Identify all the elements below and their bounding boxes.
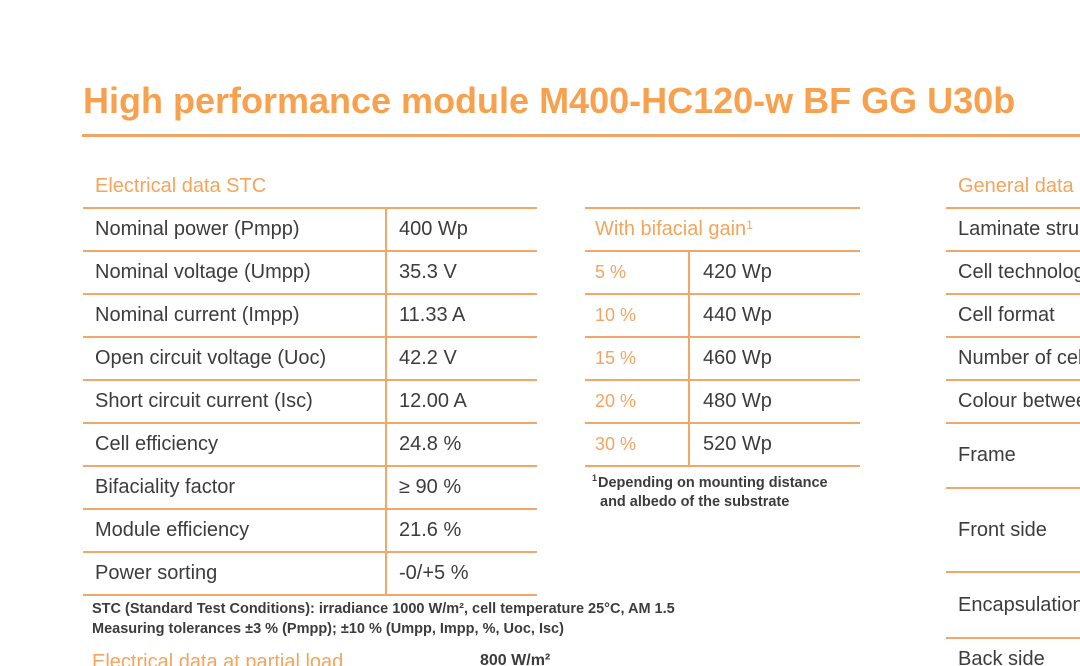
stc-note-line1: STC (Standard Test Conditions): irradian… xyxy=(92,601,675,617)
section-heading-bifacial-gain: With bifacial gain 1 xyxy=(585,209,753,250)
row-value: 520 Wp xyxy=(688,424,860,465)
row-value: 460 Wp xyxy=(688,338,860,379)
row-label: Short circuit current (Isc) xyxy=(95,390,313,412)
table-row: Frame xyxy=(946,424,1080,489)
row-value: 400 Wp xyxy=(385,209,537,250)
row-label: Number of cells xyxy=(958,347,1080,369)
row-value: ≥ 90 % xyxy=(385,467,537,508)
table-row: Nominal voltage (Umpp) 35.3 V xyxy=(83,252,537,295)
electrical-stc-table: Nominal power (Pmpp) 400 Wp Nominal volt… xyxy=(83,207,537,596)
row-label: 30 % xyxy=(595,434,637,454)
table-row: With bifacial gain 1 xyxy=(585,209,860,252)
footnote-marker: 1 xyxy=(746,218,753,232)
bifacial-gain-table: With bifacial gain 1 5 % 420 Wp 10 % 440 … xyxy=(585,207,860,467)
table-row: 30 % 520 Wp xyxy=(585,424,860,467)
row-label: Encapsulation xyxy=(958,593,1080,616)
row-label: Colour between cells xyxy=(958,390,1080,412)
partial-load-irradiance: 800 W/m² xyxy=(480,652,551,666)
row-label: 15 % xyxy=(595,348,637,368)
table-row: Back side xyxy=(946,639,1080,666)
table-row: Laminate structure xyxy=(946,209,1080,252)
row-label: 10 % xyxy=(595,305,637,325)
table-row: 5 % 420 Wp xyxy=(585,252,860,295)
bifacial-gain-footnote: 1Depending on mounting distance and albe… xyxy=(592,469,828,512)
table-row: Power sorting -0/+5 % xyxy=(83,553,537,596)
row-value: 21.6 % xyxy=(385,510,537,551)
row-label: Cell format xyxy=(958,304,1055,326)
table-row: Bifaciality factor ≥ 90 % xyxy=(83,467,537,510)
table-row: Nominal current (Impp) 11.33 A xyxy=(83,295,537,338)
row-value: 12.00 A xyxy=(385,381,537,422)
stc-note-line2: Measuring tolerances ±3 % (Pmpp); ±10 % … xyxy=(92,621,564,637)
table-row: Open circuit voltage (Uoc) 42.2 V xyxy=(83,338,537,381)
row-label: Open circuit voltage (Uoc) xyxy=(95,347,327,369)
footnote-line2: and albedo of the substrate xyxy=(600,493,790,510)
table-row: Nominal power (Pmpp) 400 Wp xyxy=(83,209,537,252)
section-heading-general-data: General data xyxy=(958,175,1074,197)
row-label: Frame xyxy=(958,444,1016,466)
table-row: 10 % 440 Wp xyxy=(585,295,860,338)
table-row: Module efficiency 21.6 % xyxy=(83,510,537,553)
row-label: Cell efficiency xyxy=(95,433,219,455)
row-value: 420 Wp xyxy=(688,252,860,293)
row-label: Laminate structure xyxy=(958,218,1080,240)
title-divider xyxy=(82,134,1080,137)
section-heading-electrical-stc: Electrical data STC xyxy=(95,175,267,197)
table-row: 20 % 480 Wp xyxy=(585,381,860,424)
row-value: 42.2 V xyxy=(385,338,537,379)
row-value: -0/+5 % xyxy=(385,553,537,594)
row-label: Nominal current (Impp) xyxy=(95,304,300,326)
row-label: 20 % xyxy=(595,391,637,411)
table-row: Cell format xyxy=(946,295,1080,338)
table-row: Cell efficiency 24.8 % xyxy=(83,424,537,467)
general-data-table: Laminate structure Cell technology Cell … xyxy=(946,207,1080,666)
section-heading-partial-load: Electrical data at partial load xyxy=(92,651,344,666)
row-value: 35.3 V xyxy=(385,252,537,293)
table-row: Front side xyxy=(946,489,1080,573)
page-title: High performance module M400-HC120-w BF … xyxy=(83,80,1016,121)
row-value: 440 Wp xyxy=(688,295,860,336)
row-value: 24.8 % xyxy=(385,424,537,465)
table-row: Encapsulation xyxy=(946,573,1080,639)
footnote-line1: 1Depending on mounting distance xyxy=(592,473,828,491)
stc-conditions-note: STC (Standard Test Conditions): irradian… xyxy=(92,599,675,639)
row-value: 480 Wp xyxy=(688,381,860,422)
row-label: Power sorting xyxy=(95,562,218,584)
table-row: Colour between cells xyxy=(946,381,1080,424)
row-value: 11.33 A xyxy=(385,295,537,336)
row-label: Nominal power (Pmpp) xyxy=(95,218,300,240)
table-row: Cell technology xyxy=(946,252,1080,295)
footnote-marker: 1 xyxy=(592,473,598,483)
row-label: Cell technology xyxy=(958,261,1080,283)
bifacial-gain-heading-text: With bifacial gain xyxy=(595,218,747,240)
row-label: Bifaciality factor xyxy=(95,476,236,498)
table-row: Short circuit current (Isc) 12.00 A xyxy=(83,381,537,424)
row-label: Module efficiency xyxy=(95,519,250,541)
row-label: Nominal voltage (Umpp) xyxy=(95,261,311,283)
row-label: Back side xyxy=(958,647,1045,666)
table-row: 15 % 460 Wp xyxy=(585,338,860,381)
row-label: 5 % xyxy=(595,262,627,282)
row-label: Front side xyxy=(958,518,1047,541)
table-row: Number of cells xyxy=(946,338,1080,381)
